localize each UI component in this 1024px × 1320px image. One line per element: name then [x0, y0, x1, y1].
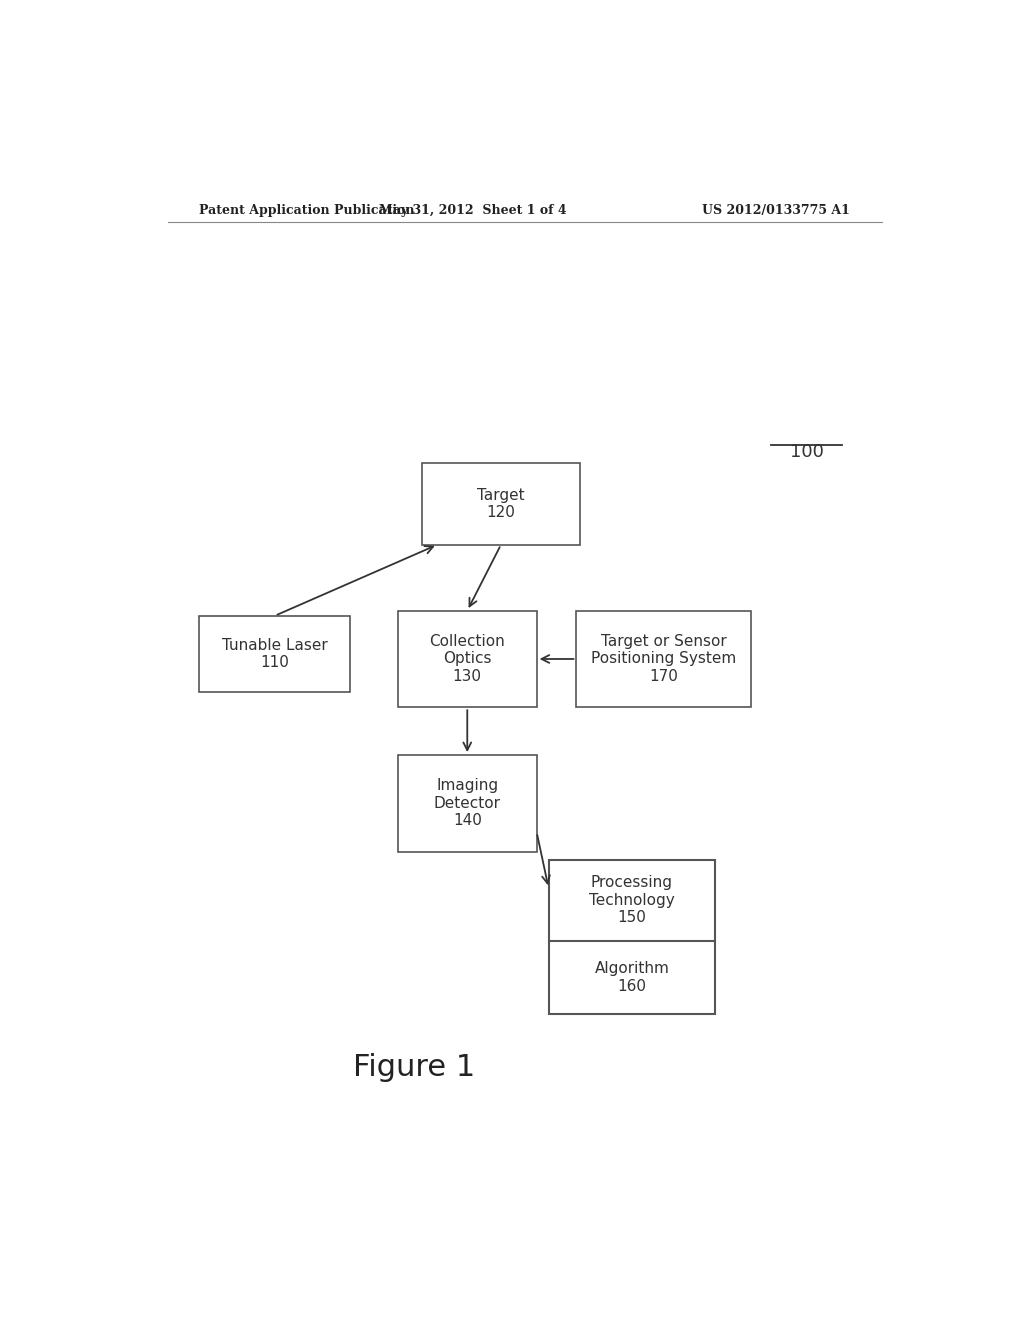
Text: Target or Sensor
Positioning System
170: Target or Sensor Positioning System 170 [591, 634, 736, 684]
Text: US 2012/0133775 A1: US 2012/0133775 A1 [702, 205, 850, 216]
Text: Algorithm
160: Algorithm 160 [595, 961, 670, 994]
Text: May 31, 2012  Sheet 1 of 4: May 31, 2012 Sheet 1 of 4 [380, 205, 567, 216]
Bar [549, 859, 715, 1014]
Text: Figure 1: Figure 1 [352, 1053, 475, 1082]
Text: 100: 100 [790, 444, 823, 461]
Bar [397, 611, 537, 708]
Bar [200, 616, 350, 692]
Text: Tunable Laser
110: Tunable Laser 110 [222, 638, 328, 671]
Text: Imaging
Detector
140: Imaging Detector 140 [434, 779, 501, 828]
Text: Target
120: Target 120 [477, 488, 525, 520]
Bar [577, 611, 751, 708]
Text: Collection
Optics
130: Collection Optics 130 [429, 634, 505, 684]
Text: Processing
Technology
150: Processing Technology 150 [589, 875, 675, 925]
Bar [422, 463, 581, 545]
Bar [397, 755, 537, 851]
Text: Patent Application Publication: Patent Application Publication [200, 205, 415, 216]
